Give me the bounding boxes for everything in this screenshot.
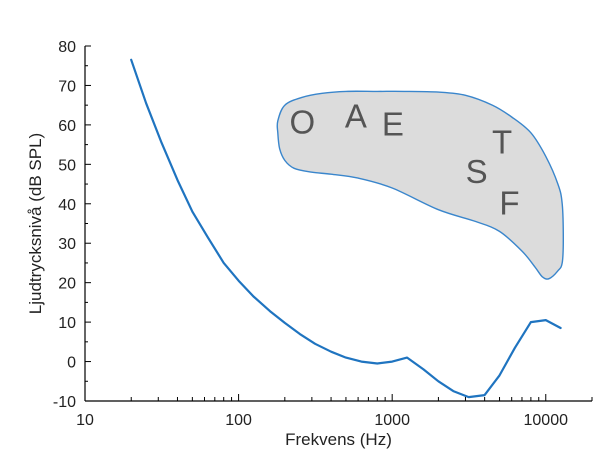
curve-layer bbox=[130, 58, 562, 399]
y-ticks: -10 0 10 20 30 40 50 60 70 80 bbox=[53, 39, 91, 411]
x-tick-label: 1000 bbox=[374, 412, 410, 429]
speech-sound-letter: A bbox=[345, 98, 367, 135]
speech-banana-region bbox=[276, 90, 565, 280]
speech-region-layer: O A E TSF bbox=[276, 90, 565, 280]
y-tick-label: 20 bbox=[58, 276, 76, 293]
y-tick-label: -10 bbox=[53, 394, 76, 411]
y-tick-label: 0 bbox=[67, 355, 76, 372]
y-tick-label: 40 bbox=[58, 197, 76, 214]
y-tick-label: 60 bbox=[58, 118, 76, 135]
speech-sound-letter: E bbox=[382, 106, 404, 143]
speech-sound-letter: T bbox=[492, 123, 512, 160]
y-tick-label: 10 bbox=[58, 315, 76, 332]
speech-sound-letter: O bbox=[289, 104, 315, 141]
x-ticks: 10 100 1000 10000 bbox=[76, 394, 593, 429]
y-tick-label: 80 bbox=[58, 39, 76, 56]
speech-sound-letter: F bbox=[499, 184, 519, 221]
x-axis-title: Frekvens (Hz) bbox=[285, 430, 392, 449]
y-tick-label: 70 bbox=[58, 78, 76, 95]
hearing-threshold-curve bbox=[130, 58, 562, 399]
speech-sound-letter: S bbox=[466, 153, 488, 190]
x-tick-label: 10000 bbox=[524, 412, 569, 429]
y-tick-label: 30 bbox=[58, 236, 76, 253]
x-tick-label: 10 bbox=[76, 412, 94, 429]
y-tick-label: 50 bbox=[58, 157, 76, 174]
x-tick-label: 100 bbox=[225, 412, 252, 429]
y-axis-title: Ljudtrycksnivå (dB SPL) bbox=[26, 133, 45, 314]
